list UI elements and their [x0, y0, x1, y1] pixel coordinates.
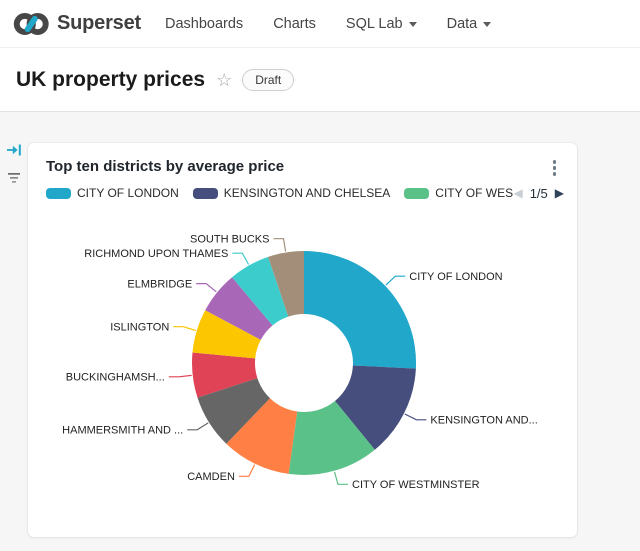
nav-item-label: Charts — [273, 15, 316, 32]
pie-label-hammersmith-and: HAMMERSMITH AND ... — [62, 425, 183, 437]
caret-down-icon — [483, 22, 492, 27]
caret-down-icon — [408, 22, 417, 27]
label-leader-line — [238, 464, 256, 477]
legend-label: KENSINGTON AND CHELSEA — [223, 186, 391, 200]
pie-slice-city-of-london[interactable] — [304, 251, 417, 369]
chart-card: Top ten districts by average price CITY … — [28, 143, 577, 537]
label-leader-line — [187, 422, 209, 431]
pie-label-richmond-upon-thames: RICHMOND UPON THAMES — [84, 248, 228, 260]
legend-swatch — [404, 187, 430, 199]
pie-label-south-bucks: SOUTH BUCKS — [190, 234, 269, 246]
pie-slice-hammersmith-and[interactable] — [197, 378, 271, 444]
pie-label-elmbridge: ELMBRIDGE — [127, 278, 192, 290]
chart-legend: CITY OF LONDON KENSINGTON AND CHELSEA CITY… — [28, 179, 577, 201]
filter-rail — [0, 112, 28, 185]
brand-name: Superset — [57, 12, 141, 34]
donut-chart: CITY OF LONDON KENSINGTON AND... CITY OF W… — [28, 213, 577, 537]
legend-pager: ◀ 1/5 ▶ — [513, 186, 564, 201]
dashboard-header: UK property prices ☆ Draft — [0, 48, 640, 112]
nav-item-label: Data — [446, 15, 478, 32]
legend-item-kensington-and-chelsea[interactable]: KENSINGTON AND CHELSEA — [192, 186, 391, 200]
legend-label: CITY OF WES — [435, 186, 514, 200]
page-title: UK property prices — [16, 67, 206, 91]
legend-label: CITY OF LONDON — [77, 186, 179, 200]
label-leader-line — [273, 238, 287, 252]
pie-label-city-of-london: CITY OF LONDON — [409, 271, 502, 283]
pie-slice-buckinghamsh[interactable] — [192, 352, 258, 398]
kebab-menu-icon[interactable] — [548, 157, 562, 179]
nav-item-label: Dashboards — [165, 15, 244, 32]
nav-item-label: SQL Lab — [345, 15, 403, 32]
expand-filter-bar-icon[interactable] — [6, 142, 22, 158]
chart-card-header: Top ten districts by average price — [28, 143, 577, 179]
nav-item-sql-lab[interactable]: SQL Lab — [346, 16, 417, 32]
legend-swatch — [192, 187, 218, 199]
navbar: Superset Dashboards Charts SQL Lab Data — [0, 0, 640, 48]
infinity-logo-icon — [13, 12, 49, 35]
dashboard-body: Top ten districts by average price CITY … — [0, 112, 640, 551]
legend-next-icon[interactable]: ▶ — [554, 186, 564, 200]
pie-slice-islington[interactable] — [192, 310, 261, 359]
label-leader-line — [196, 282, 217, 293]
legend-item-city-of-wes[interactable]: CITY OF WES — [404, 186, 513, 200]
filter-lines-icon[interactable] — [6, 169, 22, 185]
label-leader-line — [404, 413, 427, 421]
legend-swatch — [46, 187, 71, 199]
nav-item-charts[interactable]: Charts — [273, 16, 316, 32]
favorite-star-icon[interactable]: ☆ — [216, 69, 233, 90]
pie-slice-city-of-westminster[interactable] — [288, 401, 375, 475]
legend-page-indicator: 1/5 — [529, 185, 548, 201]
pie-slice-camden[interactable] — [226, 398, 298, 474]
pie-label-buckinghamsh: BUCKINGHAMSH... — [66, 372, 165, 384]
label-leader-line — [333, 471, 348, 485]
label-leader-line — [173, 326, 196, 332]
label-leader-line — [385, 275, 406, 286]
pie-label-city-of-westminster: CITY OF WESTMINSTER — [352, 479, 480, 491]
nav-item-dashboards[interactable]: Dashboards — [165, 16, 243, 32]
nav-item-data[interactable]: Data — [447, 16, 492, 32]
pie-slice-elmbridge[interactable] — [205, 277, 273, 340]
pie-slice-south-bucks[interactable] — [268, 251, 304, 317]
status-badge: Draft — [242, 68, 295, 91]
pie-slice-kensington-and[interactable] — [335, 365, 416, 450]
pie-label-islington: ISLINGTON — [110, 322, 169, 334]
legend-item-city-of-london[interactable]: CITY OF LONDON — [46, 186, 179, 200]
pie-label-camden: CAMDEN — [187, 471, 235, 483]
legend-prev-icon[interactable]: ◀ — [513, 186, 523, 200]
chart-title: Top ten districts by average price — [46, 158, 285, 175]
pie-label-kensington-and: KENSINGTON AND... — [430, 415, 537, 427]
label-leader-line — [232, 252, 250, 265]
label-leader-line — [168, 374, 192, 378]
legend-items: CITY OF LONDON KENSINGTON AND CHELSEA CITY… — [46, 186, 513, 200]
pie-slice-richmond-upon-thames[interactable] — [232, 256, 289, 326]
superset-logo[interactable]: Superset — [12, 8, 141, 40]
main-nav: Dashboards Charts SQL Lab Data — [165, 16, 492, 32]
